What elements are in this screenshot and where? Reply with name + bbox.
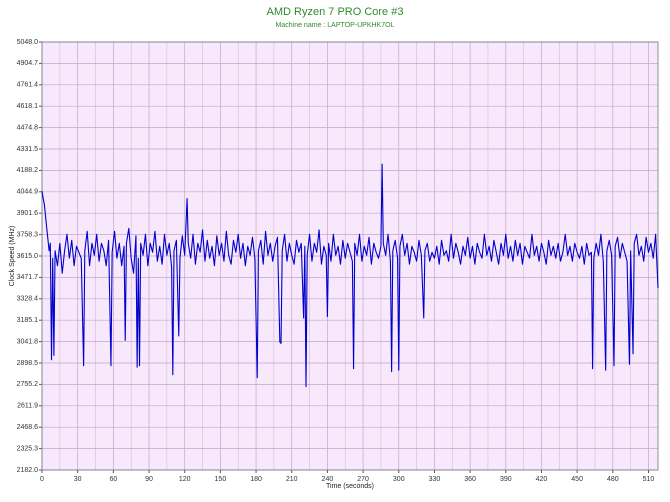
- x-tick-label: 60: [109, 476, 117, 483]
- y-tick-label: 3901.6: [17, 210, 39, 217]
- y-tick-label: 4044.9: [17, 189, 39, 196]
- x-tick-label: 510: [643, 476, 655, 483]
- x-tick-label: 480: [607, 476, 619, 483]
- x-tick-label: 420: [536, 476, 548, 483]
- x-tick-label: 120: [179, 476, 191, 483]
- x-tick-label: 90: [145, 476, 153, 483]
- x-tick-label: 0: [40, 476, 44, 483]
- chart-subtitle: Machine name : LAPTOP-UPKHK7OL: [276, 22, 395, 29]
- y-axis-label: Clock Speed (MHz): [9, 226, 16, 287]
- y-tick-label: 4474.8: [17, 124, 39, 131]
- x-tick-label: 360: [464, 476, 476, 483]
- plot-border: [41, 41, 659, 471]
- y-tick-label: 3328.4: [17, 296, 39, 303]
- x-tick-label: 180: [250, 476, 262, 483]
- y-tick-label: 3758.3: [17, 231, 39, 238]
- clock-speed-line: [41, 163, 659, 388]
- y-tick-label: 4331.5: [17, 146, 39, 153]
- y-tick-label: 4618.1: [17, 103, 39, 110]
- y-tick-label: 2755.2: [17, 381, 39, 388]
- y-tick-label: 2898.5: [17, 360, 39, 367]
- y-tick-label: 2182.0: [17, 467, 39, 474]
- x-tick-label: 150: [215, 476, 227, 483]
- y-tick-label: 5048.0: [17, 39, 39, 46]
- y-tick-label: 4188.2: [17, 167, 39, 174]
- y-tick-label: 3185.1: [17, 317, 39, 324]
- x-tick-label: 210: [286, 476, 298, 483]
- x-tick-label: 240: [322, 476, 334, 483]
- x-tick-label: 270: [357, 476, 369, 483]
- x-tick-label: 30: [74, 476, 82, 483]
- chart-title: AMD Ryzen 7 PRO Core #3: [267, 6, 404, 18]
- x-tick-label: 330: [429, 476, 441, 483]
- x-tick-label: 390: [500, 476, 512, 483]
- x-axis-label: Time (seconds): [326, 483, 374, 490]
- y-tick-label: 3041.8: [17, 338, 39, 345]
- y-tick-label: 3471.7: [17, 274, 39, 281]
- y-tick-label: 2611.9: [17, 403, 38, 410]
- y-tick-label: 3615.0: [17, 253, 39, 260]
- y-tick-label: 2468.6: [17, 424, 39, 431]
- y-tick-label: 4761.4: [17, 82, 39, 89]
- y-tick-label: 2325.3: [17, 445, 39, 452]
- x-tick-label: 300: [393, 476, 405, 483]
- x-tick-label: 450: [571, 476, 583, 483]
- y-tick-label: 4904.7: [17, 60, 39, 67]
